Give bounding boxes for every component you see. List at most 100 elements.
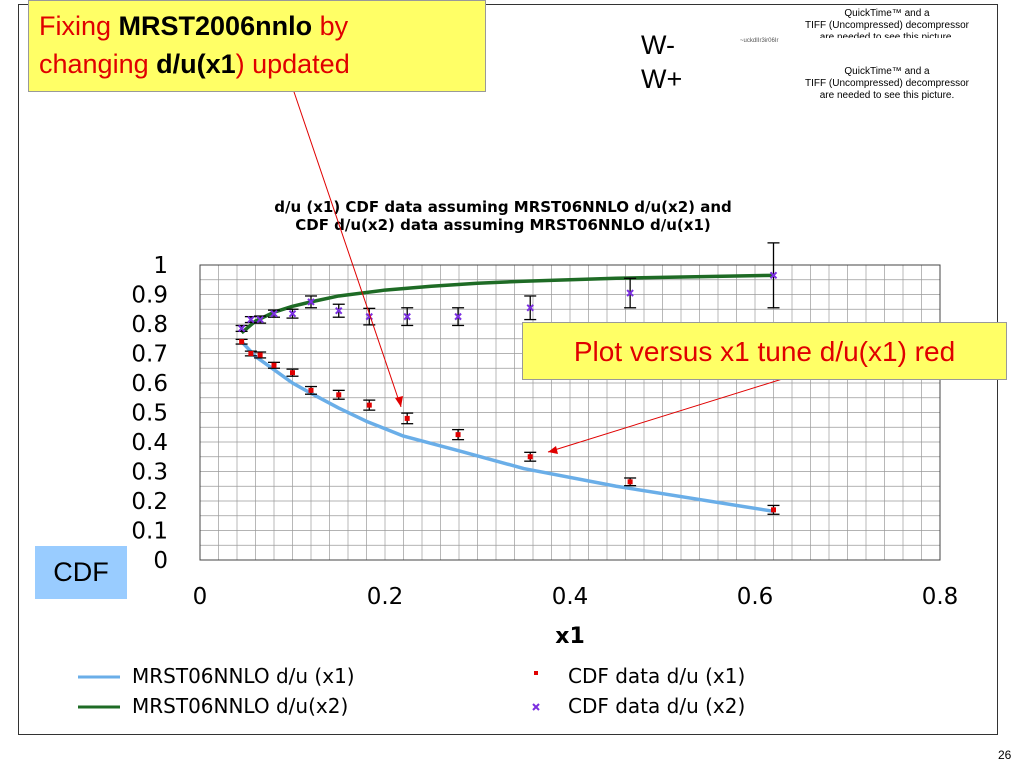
note-box: Plot versus x1 tune d/u(x1) red [522,322,1007,380]
point-marker [403,312,411,321]
quicktime-text-2: QuickTime™ and a TIFF (Uncompressed) dec… [792,66,982,102]
data-point-3 [268,309,280,318]
series-line-0 [240,340,774,514]
point-marker [335,307,343,315]
quicktime-overlap-line3: are needed to see this picture. [819,90,955,101]
point-marker [771,507,776,513]
title-part-3: changing [39,49,157,79]
data-point-2 [286,368,299,377]
point-marker [271,362,277,368]
arrow-to-point [547,375,793,453]
title-part-1: MRST2006nnlo [118,11,313,41]
point-marker [769,271,778,280]
data-point-3 [254,315,267,324]
y-tick-label: 0.4 [131,430,168,456]
data-point-3 [524,295,537,321]
point-marker [308,387,314,393]
data-point-2 [624,477,637,487]
chart-title-line1: d/u (x1) CDF data assuming MRST06NNLO d/… [274,198,732,216]
point-marker [247,315,255,324]
point-marker [290,370,295,376]
legend-swatch [532,703,540,711]
point-marker [270,309,278,318]
y-tick-label: 0 [153,548,168,574]
quicktime-line2: TIFF (Uncompressed) decompressor [805,20,969,31]
y-tick-label: 0.8 [131,312,168,338]
y-tick-label: 0.5 [131,401,168,427]
point-marker [404,415,410,421]
data-point-3 [452,307,465,327]
data-point-3 [332,303,345,318]
slide-frame-left [18,4,19,734]
quicktime-overlap-line2: TIFF (Uncompressed) decompressor [805,78,969,89]
point-marker [365,312,373,321]
chart-tick-labels: 0 0.1 0.2 0.3 0.4 0.5 0.6 0.7 0.8 0.9 1 0 0.2 0.4 0.6 0… [131,253,958,610]
point-marker [366,402,372,408]
data-point-2 [254,351,267,359]
point-marker [454,312,462,321]
chart-gridlines [199,264,941,561]
w-plus-label: W+ [641,64,683,94]
quicktime-line3: are needed to see this picture. [819,32,955,38]
cdf-label-box: CDF [35,546,127,599]
slide-frame-bottom [18,734,998,735]
chart-legend: MRST06NNLO d/u (x1) MRST06NNLO d/u(x2) CDF… [78,664,745,718]
y-tick-label: 0.7 [131,342,168,368]
x-tick-label: 0 [193,584,208,610]
data-point-2 [767,504,780,515]
data-point-2 [268,361,280,369]
point-marker [239,339,245,345]
x-tick-label: 0.4 [552,584,589,610]
legend-label: CDF data d/u (x1) [568,664,745,688]
quicktime-small-text: ~uckdIIr3ir06Ir [740,38,779,44]
quicktime-text-1: QuickTime™ and a TIFF (Uncompressed) dec… [792,8,982,38]
point-marker [256,315,264,324]
point-marker [288,309,297,318]
legend-label: MRST06NNLO d/u (x1) [132,664,355,688]
page-number: 26 [998,748,1012,762]
data-point-3 [235,324,248,333]
legend-label: CDF data d/u (x2) [568,694,745,718]
data-point-2 [235,338,248,345]
title-part-5: ) updated [235,49,350,79]
slide-title-box: Fixing MRST2006nnlo by changing d/u(x1) u… [28,0,486,92]
data-point-3 [624,277,637,309]
data-point-3 [305,295,317,309]
quicktime-overlap-line1: QuickTime™ and a [844,66,930,77]
x-tick-label: 0.6 [737,584,774,610]
data-point-3 [286,308,299,319]
point-marker [455,432,461,438]
w-label: W- W+ [641,28,682,96]
x-tick-label: 0.8 [922,584,959,610]
point-marker [336,392,342,398]
point-marker [627,479,633,485]
x-axis-label: x1 [555,624,585,649]
point-marker [257,352,263,358]
y-tick-label: 0.3 [131,460,168,486]
y-tick-label: 1 [153,253,168,279]
data-point-2 [363,399,376,411]
w-minus-label: W- [641,30,675,60]
data-point-2 [305,385,317,395]
data-point-3 [363,307,376,326]
chart-series [235,242,780,515]
title-part-4: d/u(x1 [156,49,236,79]
data-point-3 [401,307,414,327]
data-point-2 [401,412,414,425]
point-marker [248,351,254,356]
point-marker [237,324,246,333]
point-marker [307,298,315,306]
legend-label: MRST06NNLO d/u(x2) [132,694,348,718]
arrow-head-curve [395,396,403,407]
plot-area-border [199,264,941,561]
data-point-3 [767,242,780,309]
quicktime-line1: QuickTime™ and a [844,8,930,19]
data-point-2 [452,428,465,441]
arrow-head-point [548,446,558,454]
title-part-0: Fixing [39,11,119,41]
y-tick-label: 0.9 [131,283,168,309]
x-tick-label: 0.2 [367,584,404,610]
chart-title-line2: CDF d/u(x2) data assuming MRST06NNLO d/u… [295,216,711,234]
data-point-2 [524,451,537,462]
point-marker [527,454,533,460]
